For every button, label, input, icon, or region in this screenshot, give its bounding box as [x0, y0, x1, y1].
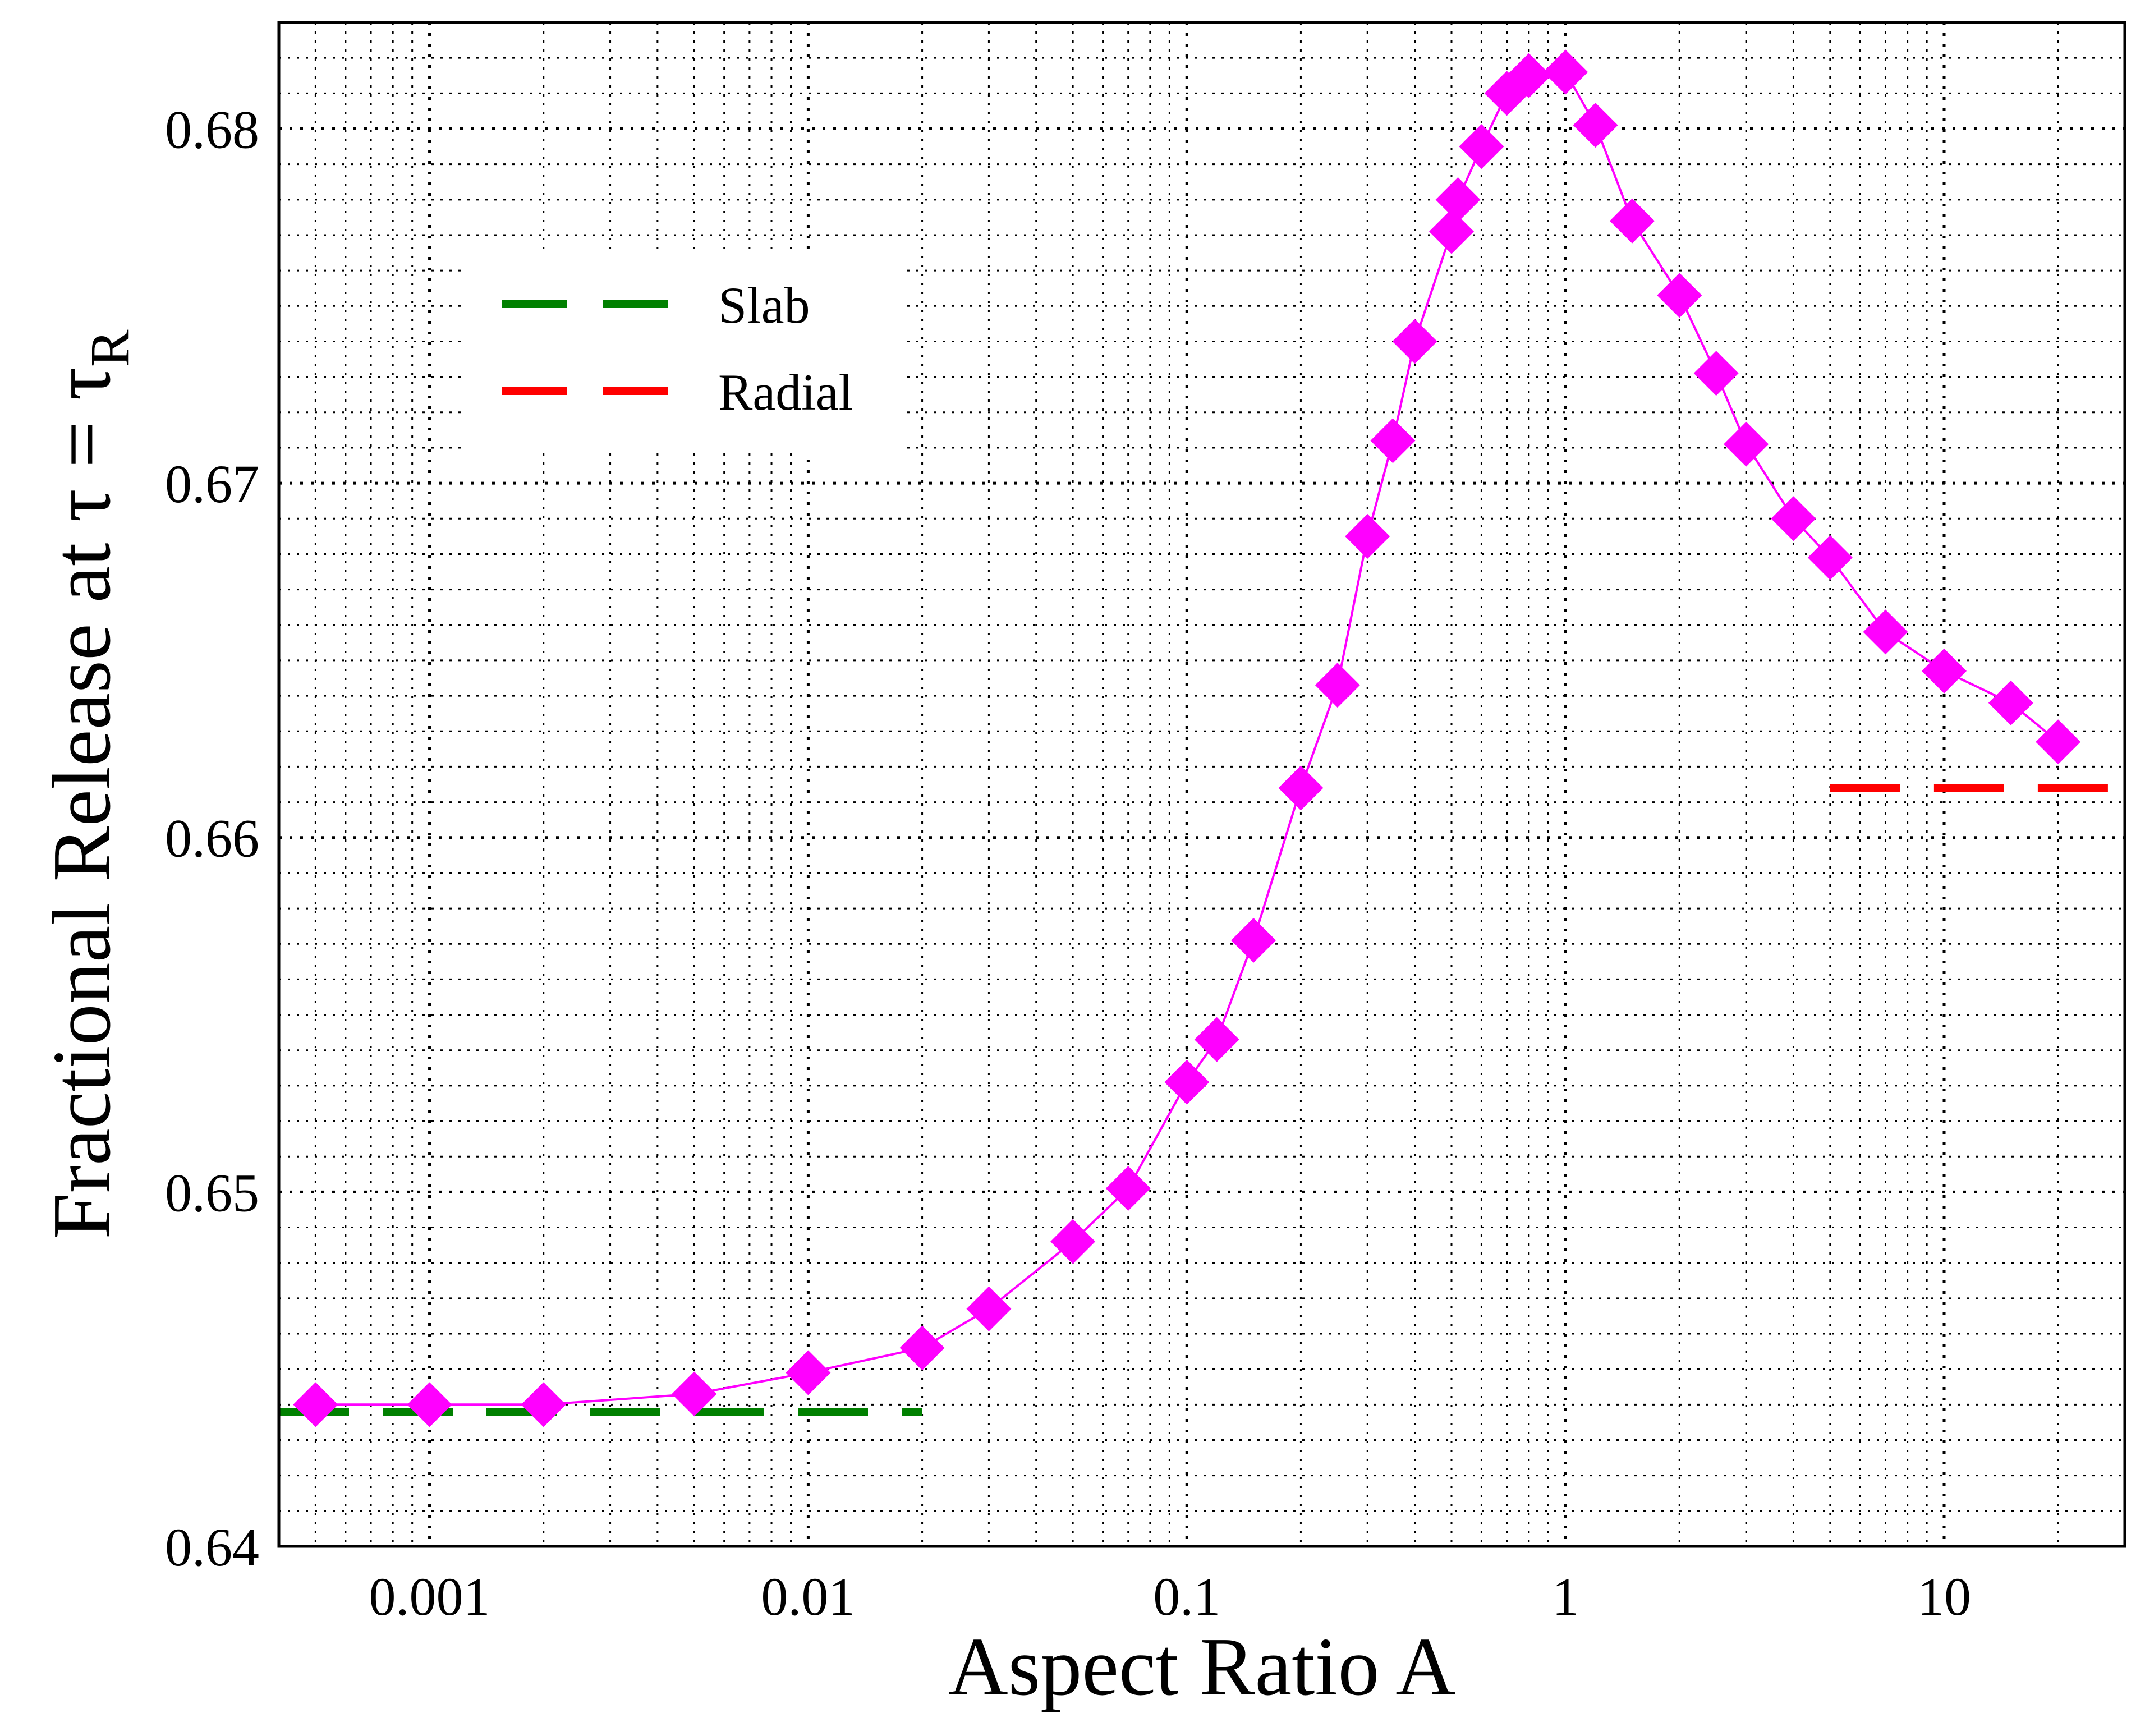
x-axis-title: Aspect Ratio A	[948, 1621, 1455, 1713]
data-point	[1194, 1017, 1239, 1062]
data-point	[1435, 177, 1481, 222]
data-point	[1459, 124, 1504, 169]
data-point	[1543, 49, 1588, 95]
y-axis-title-subscript: R	[79, 329, 141, 367]
data-point	[1506, 53, 1551, 98]
data-point	[293, 1382, 338, 1427]
grid	[279, 22, 2125, 1548]
y-tick-label: 0.65	[165, 1163, 259, 1223]
y-tick-label: 0.64	[165, 1517, 259, 1577]
data-point	[1807, 535, 1853, 580]
data-point	[2036, 719, 2081, 765]
y-axis-title-main: Fractional Release at τ = τ	[36, 367, 128, 1239]
data-point	[1922, 648, 1967, 694]
data-point	[1278, 765, 1324, 811]
y-axis-title: Fractional Release at τ = τR	[36, 329, 141, 1239]
data-point	[1231, 917, 1276, 963]
data-point	[1609, 198, 1655, 244]
data-point	[1050, 1219, 1096, 1264]
data-point	[672, 1371, 717, 1417]
series-lines	[279, 71, 2125, 1416]
x-tick-label: 0.01	[761, 1567, 855, 1627]
data-point	[1164, 1059, 1210, 1105]
x-tick-labels: 0.001 0.01 0.1 1 10	[369, 1567, 1971, 1627]
legend-label-slab: Slab	[718, 277, 810, 334]
data-point	[1724, 421, 1769, 467]
y-tick-label: 0.68	[165, 99, 259, 159]
data-point	[1693, 351, 1739, 396]
y-tick-label: 0.67	[165, 454, 259, 514]
series-line-aspect-ratio-data	[315, 71, 2059, 1406]
data-point	[1345, 513, 1390, 559]
y-tick-label: 0.66	[165, 809, 259, 869]
data-point	[1315, 663, 1360, 708]
x-tick-label: 0.001	[369, 1567, 490, 1627]
data-point	[1863, 609, 1908, 655]
data-point	[521, 1382, 566, 1427]
data-point	[1105, 1166, 1151, 1211]
data-point	[966, 1286, 1012, 1331]
data-point	[1771, 496, 1816, 541]
data-point	[1573, 103, 1618, 148]
y-tick-labels: 0.64 0.65 0.66 0.67 0.68	[165, 99, 259, 1577]
legend: Slab Radial	[466, 250, 903, 452]
y-axis-title-group: Fractional Release at τ = τR	[36, 329, 141, 1239]
data-point	[1988, 680, 2033, 725]
data-point	[1657, 273, 1702, 318]
data-point	[407, 1382, 452, 1427]
x-tick-label: 1	[1552, 1567, 1579, 1627]
legend-label-radial: Radial	[718, 364, 853, 421]
legend-box	[466, 250, 903, 452]
x-tick-label: 10	[1917, 1567, 1971, 1627]
data-point	[899, 1325, 945, 1371]
data-point	[1392, 319, 1437, 364]
plot-frame	[277, 21, 2126, 1548]
x-tick-label: 0.1	[1153, 1567, 1220, 1627]
data-point	[786, 1350, 831, 1395]
data-markers	[293, 49, 2081, 1427]
data-point	[1484, 71, 1529, 116]
data-point	[1429, 209, 1474, 254]
data-point	[1370, 418, 1416, 463]
